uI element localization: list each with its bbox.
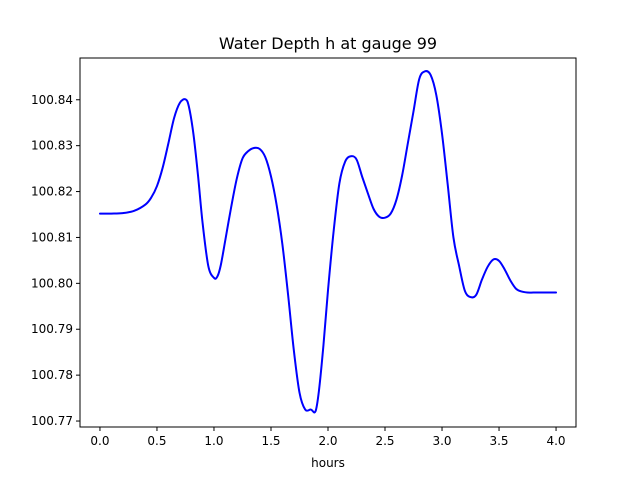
x-tick-label: 2.5 <box>375 434 394 448</box>
plot-area <box>98 70 558 414</box>
y-tick-label: 100.83 <box>31 139 73 153</box>
x-tick-label: 4.0 <box>546 434 565 448</box>
y-tick-label: 100.81 <box>31 230 73 244</box>
x-tick-label: 0.0 <box>90 434 109 448</box>
y-tick-label: 100.77 <box>31 414 73 428</box>
x-tick-label: 2.0 <box>318 434 337 448</box>
chart-title: Water Depth h at gauge 99 <box>219 34 437 53</box>
y-tick-label: 100.79 <box>31 322 73 336</box>
x-tick-label: 1.0 <box>204 434 223 448</box>
x-tick-label: 3.5 <box>489 434 508 448</box>
y-tick-label: 100.82 <box>31 185 73 199</box>
y-tick-label: 100.80 <box>31 276 73 290</box>
x-axis-ticks: 0.0 0.5 1.0 1.5 2.0 2.5 3.0 3.5 4.0 <box>90 427 566 448</box>
x-tick-label: 0.5 <box>147 434 166 448</box>
x-tick-label: 1.5 <box>261 434 280 448</box>
x-tick-label: 3.0 <box>432 434 451 448</box>
y-tick-label: 100.84 <box>31 93 73 107</box>
series-line <box>98 70 558 414</box>
y-axis-ticks: 100.77 100.78 100.79 100.80 100.81 100.82 100.… <box>31 93 80 428</box>
y-tick-label: 100.78 <box>31 368 73 382</box>
x-axis-label: hours <box>311 456 345 470</box>
